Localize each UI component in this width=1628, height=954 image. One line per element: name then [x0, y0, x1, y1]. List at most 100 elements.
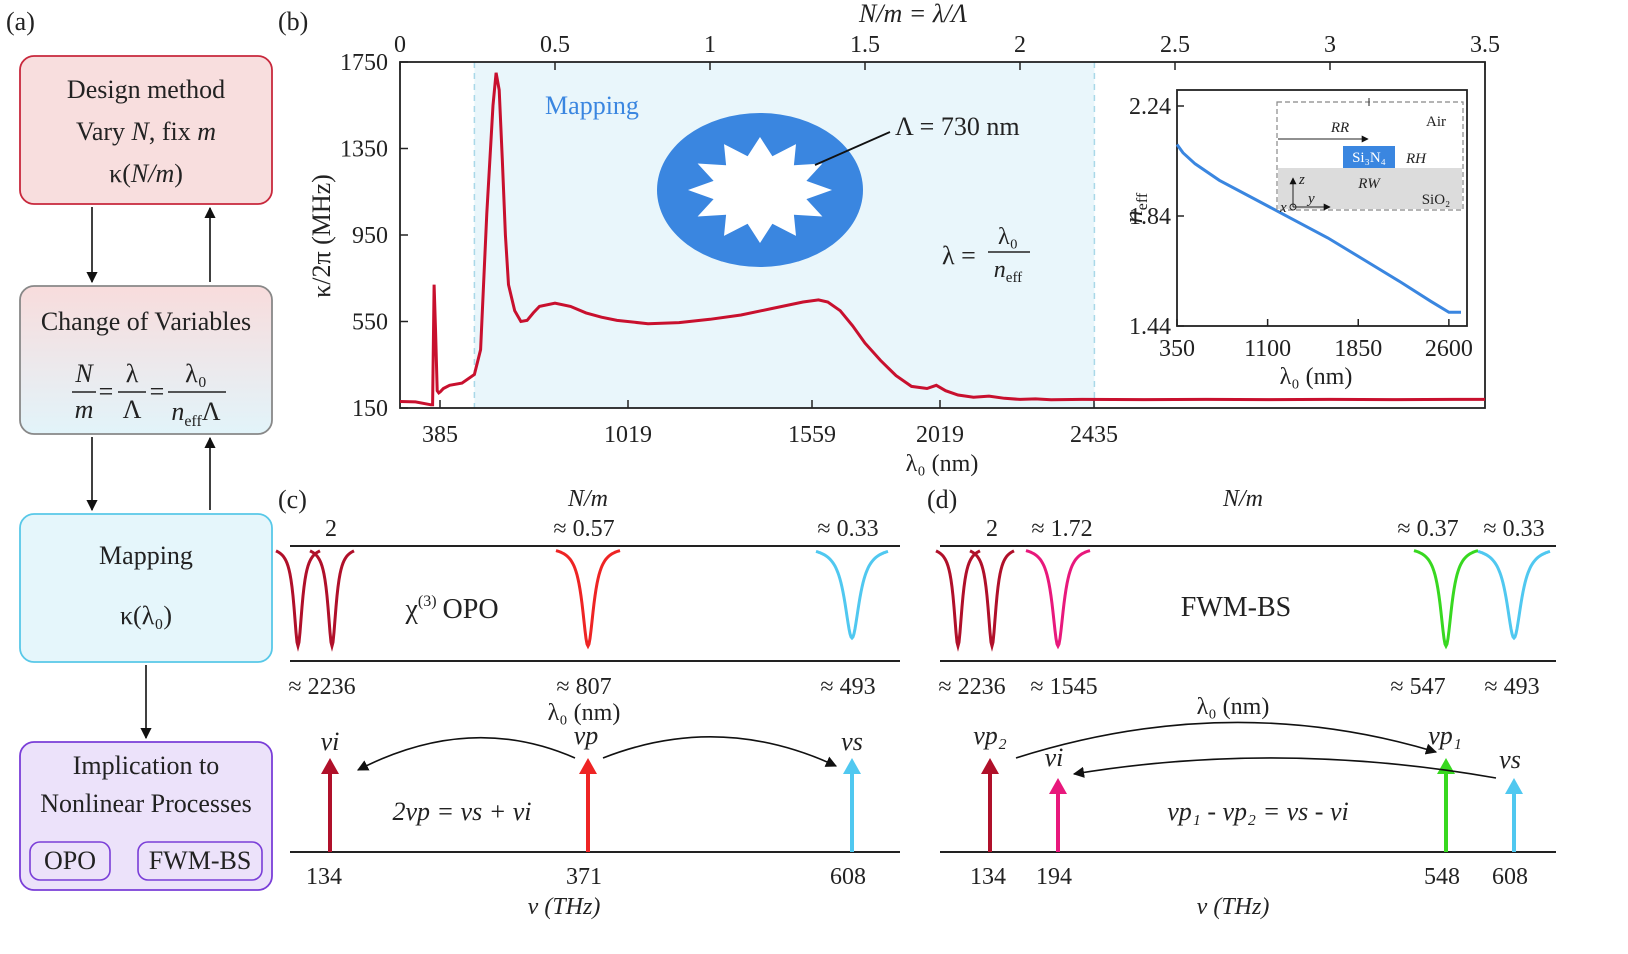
- y-tick-label: 550: [352, 310, 388, 336]
- inset-ylabel: neff: [1119, 192, 1151, 223]
- mapping-annotation: Mapping: [545, 91, 639, 120]
- top-axis-ticks: 0 0.5 1 1.5 2 2.5 3 3.5: [394, 32, 1500, 70]
- c-bottom-label-2: ≈ 807: [556, 674, 611, 700]
- c-frequency-arrow: [579, 758, 597, 852]
- core-label: Si₃N₄: [1352, 150, 1386, 166]
- eq-sign-2: =: [150, 377, 165, 406]
- mapping-box-frame: [19, 513, 273, 663]
- neff-inset: 350 1100 1850 2600 1.44 1.84 2.24 λ₀ (nm) nef…: [1119, 89, 1473, 390]
- d-top-label-2: ≈ 1.72: [1031, 516, 1092, 542]
- d-freq-label-4: 608: [1492, 864, 1528, 890]
- d-frequency-arrow: [981, 758, 999, 852]
- implication-line2: Nonlinear Processes: [40, 789, 252, 818]
- kappa-ylabel: κ/2π (MHz): [307, 174, 336, 298]
- fwm-chip: [137, 841, 263, 881]
- d-frequency-arrows: [981, 758, 1523, 852]
- y-tick-label: 150: [352, 396, 388, 422]
- d-label-signal: νs: [1499, 745, 1521, 774]
- frac2-den: Λ: [123, 395, 142, 424]
- c-resonance-signal: [815, 549, 889, 641]
- top-tick-label: 1: [704, 32, 716, 58]
- d-frequency-arrow: [1437, 758, 1455, 852]
- design-kappa: κ(N/m): [109, 159, 183, 188]
- y-tick-label: 1350: [340, 137, 388, 163]
- d-freq-label-1: 134: [970, 864, 1006, 890]
- top-tick-label: 3.5: [1470, 32, 1500, 58]
- inset-y-tick-label: 2.24: [1129, 94, 1171, 120]
- c-curve-arrow-left: [357, 736, 576, 771]
- d-label-p2: νp₂: [973, 721, 1007, 750]
- c-freq-axis-label: ν (THz): [528, 894, 601, 920]
- waveguide-cross-section: Si₃N₄ RR RH RW Air SiO₂ z y x: [1276, 98, 1464, 216]
- d-curve-arrow-p: [1015, 721, 1438, 759]
- rh-label: RH: [1405, 151, 1427, 167]
- d-resonance-p2: [935, 549, 981, 652]
- z-axis-label: z: [1298, 172, 1305, 188]
- c-header: N/m: [567, 486, 608, 512]
- flow-box-implication: Implication to Nonlinear Processes OPO F…: [19, 741, 273, 891]
- d-label-idler: νi: [1045, 743, 1064, 772]
- period-leader-line: [814, 131, 891, 166]
- c-frequency-arrows: [321, 758, 861, 852]
- d-freq-axis-label: ν (THz): [1197, 894, 1270, 920]
- d-top-label-3: ≈ 0.37: [1397, 516, 1458, 542]
- change-box-frame: [19, 285, 273, 435]
- d-bottom-label-4: ≈ 493: [1484, 674, 1539, 700]
- inset-y-tick-label: 1.84: [1129, 204, 1171, 230]
- c-freq-label-2: 371: [566, 864, 602, 890]
- d-lambda-axis-label: λ₀ (nm): [1197, 694, 1270, 720]
- x-tick-label: 1019: [604, 422, 652, 448]
- d-curve-arrow-si: [1072, 757, 1497, 779]
- rw-label: RW: [1357, 176, 1381, 192]
- x-tick-label: 385: [422, 422, 458, 448]
- c-resonance-idler-2: [309, 549, 355, 652]
- c-lambda-axis-label: λ₀ (nm): [548, 700, 621, 726]
- opo-chip-label: OPO: [44, 846, 96, 875]
- flow-box-mapping: Mapping κ(λ₀): [19, 513, 273, 663]
- c-label-pump: νp: [574, 721, 599, 750]
- air-label: Air: [1426, 114, 1446, 130]
- lambda-denominator: neff: [994, 257, 1022, 286]
- substrate-label: SiO₂: [1422, 192, 1451, 208]
- c-bottom-label-1: ≈ 2236: [288, 674, 355, 700]
- kappa-xlabel: λ₀ (nm): [906, 451, 979, 477]
- c-label-signal: νs: [841, 727, 863, 756]
- microring-illustration: [657, 113, 863, 267]
- c-bottom-label-3: ≈ 493: [820, 674, 875, 700]
- c-freq-label-1: 134: [306, 864, 342, 890]
- d-top-label-1: 2: [986, 516, 998, 542]
- d-process-label: FWM-BS: [1181, 592, 1291, 623]
- y-tick-label: 1750: [340, 50, 388, 76]
- top-tick-label: 2: [1014, 32, 1026, 58]
- core-rect: [1343, 146, 1395, 168]
- frac3-num: λ₀: [185, 359, 207, 388]
- c-frequency-arrow: [321, 758, 339, 852]
- flow-box-change: Change of Variables N m = λ Λ = λ₀ neffΛ: [19, 285, 273, 435]
- top-tick-label: 0.5: [540, 32, 570, 58]
- top-tick-label: 3: [1324, 32, 1336, 58]
- d-bottom-label-2: ≈ 1545: [1030, 674, 1097, 700]
- opo-chip: [29, 841, 111, 881]
- inset-y-tick-label: 1.44: [1129, 314, 1171, 340]
- d-header: N/m: [1222, 486, 1263, 512]
- change-title: Change of Variables: [41, 307, 251, 336]
- x-tick-label: 1559: [788, 422, 836, 448]
- x-axis-label: x: [1279, 200, 1287, 216]
- y-axis-ticks: 150 550 950 1350 1750: [340, 50, 408, 422]
- eq-sign-1: =: [99, 377, 114, 406]
- top-tick-label: 2.5: [1160, 32, 1190, 58]
- c-label-idler: νi: [321, 727, 340, 756]
- design-box-frame: [19, 55, 273, 205]
- d-freq-label-2: 194: [1036, 864, 1072, 890]
- x-tick-label: 2019: [916, 422, 964, 448]
- d-resonance-p2b: [969, 549, 1015, 652]
- panel-label-c: (c): [278, 485, 307, 514]
- kappa-curve: [399, 72, 1485, 407]
- d-label-p1: νp₁: [1428, 721, 1462, 750]
- d-freq-label-3: 548: [1424, 864, 1460, 890]
- d-equation: νp₁ - νp₂ = νs - νi: [1167, 797, 1348, 826]
- inset-y-ticks: 1.44 1.84 2.24: [1129, 94, 1184, 340]
- top-tick-label: 1.5: [850, 32, 880, 58]
- mapping-title: Mapping: [99, 541, 193, 570]
- top-axis-title: N/m = λ/Λ: [858, 0, 967, 28]
